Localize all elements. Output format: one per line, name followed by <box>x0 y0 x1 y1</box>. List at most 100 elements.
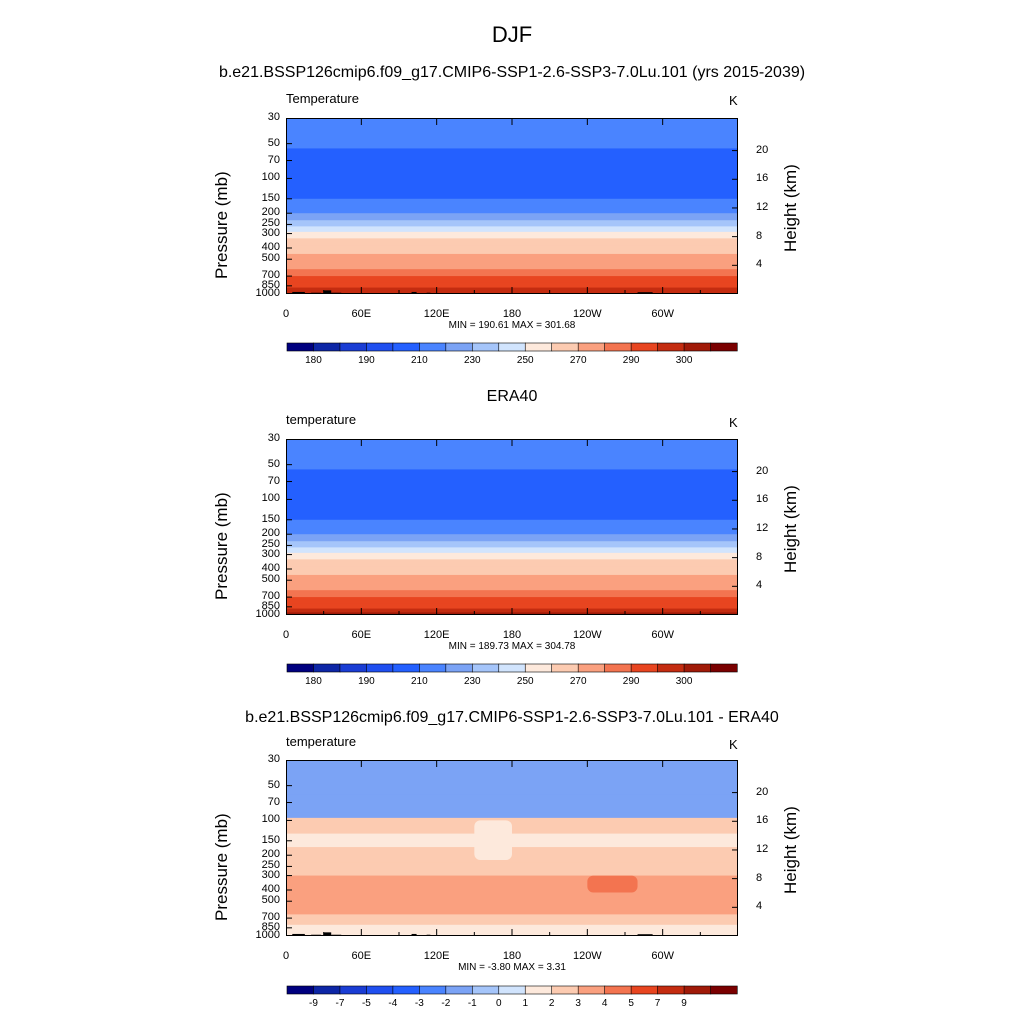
colorbar-swatch <box>419 663 447 673</box>
colorbar-label: 4 <box>601 998 608 1009</box>
panel1-colorbar <box>286 342 738 352</box>
colorbar-swatch <box>498 342 526 352</box>
pressure-tick-label: 400 <box>261 562 280 574</box>
figure-title: DJF <box>491 22 533 47</box>
pressure-tick-label: 30 <box>267 432 280 444</box>
minmax-text: MIN = 189.73 MAX = 304.78 <box>448 641 576 652</box>
panel1-band <box>286 118 738 133</box>
colorbar-swatch <box>313 985 341 995</box>
pressure-tick-label: 400 <box>261 883 280 895</box>
panel1-band <box>286 262 738 270</box>
panel2-band <box>286 527 738 535</box>
pressure-tick-label: 70 <box>267 153 280 166</box>
colorbar-label: 190 <box>358 355 375 366</box>
lon-tick-label: 180 <box>502 308 522 320</box>
pressure-tick-label: 50 <box>267 136 280 149</box>
colorbar-swatch <box>471 342 500 352</box>
panel2-band <box>286 559 738 567</box>
panel2-band <box>286 464 738 470</box>
colorbar-swatch <box>419 342 447 352</box>
colorbar-swatch <box>604 985 632 995</box>
panel2-band <box>286 566 738 576</box>
panel3-band <box>286 914 738 926</box>
colorbar-label: 270 <box>569 676 587 687</box>
lon-tick-label: 180 <box>502 629 522 641</box>
colorbar-swatch <box>392 985 420 995</box>
panel2-band <box>286 574 738 584</box>
panel2-band <box>286 541 738 548</box>
colorbar-swatch <box>286 663 315 673</box>
colorbar-swatch <box>657 985 685 995</box>
height-tick-label: 8 <box>756 229 763 242</box>
panel1-topography <box>411 291 417 294</box>
colorbar-swatch <box>604 342 632 352</box>
pressure-tick-label: 500 <box>261 894 280 907</box>
colorbar-swatch <box>445 985 473 995</box>
panel2-band <box>286 547 738 554</box>
pressure-tick-label: 700 <box>261 590 280 603</box>
panel2-band <box>286 512 738 521</box>
panel3-topography <box>323 932 332 936</box>
panel3-variable: temperature <box>286 734 357 749</box>
pressure-tick-label: 70 <box>267 474 280 487</box>
colorbar-swatch <box>524 342 553 352</box>
pressure-tick-label: 500 <box>261 573 280 586</box>
height-tick-label: 16 <box>756 493 769 506</box>
colorbar-swatch <box>471 985 500 995</box>
height-axis-title: Height (km) <box>781 806 800 894</box>
panel3-units: K <box>729 737 738 752</box>
panel1-band <box>286 143 738 149</box>
panel3-band <box>286 794 738 813</box>
height-tick-label: 20 <box>756 785 769 798</box>
colorbar-swatch <box>313 342 341 352</box>
pressure-tick-label: 300 <box>261 868 280 881</box>
panel1-band <box>286 132 738 145</box>
panel3-band <box>286 862 738 877</box>
colorbar-swatch <box>577 985 606 995</box>
panel1-band <box>286 238 738 246</box>
panel2-band <box>286 534 738 542</box>
colorbar-swatch <box>630 342 659 352</box>
panel1-units: K <box>729 93 738 108</box>
panel1-plot <box>286 118 738 294</box>
lon-tick-label: 60W <box>651 308 674 320</box>
colorbar-swatch <box>366 663 394 673</box>
panel2-band <box>286 469 738 514</box>
panel1-topography <box>323 290 332 294</box>
colorbar-swatch <box>392 663 420 673</box>
colorbar-swatch <box>630 985 659 995</box>
panel1-band <box>286 198 738 208</box>
panel1-variable: Temperature <box>286 91 359 106</box>
pressure-tick-label: 700 <box>261 269 280 282</box>
colorbar-swatch <box>366 985 394 995</box>
colorbar-label: 1 <box>522 998 529 1009</box>
panel2-units: K <box>729 415 738 430</box>
colorbar-swatch <box>577 342 606 352</box>
minmax-text: MIN = -3.80 MAX = 3.31 <box>458 962 566 973</box>
colorbar-swatch <box>683 663 712 673</box>
panel1-title: b.e21.BSSP126cmip6.f09_g17.CMIP6-SSP1-2.… <box>218 64 806 81</box>
colorbar-swatch <box>657 663 685 673</box>
colorbar-label: -9 <box>309 998 318 1009</box>
panel3-topography <box>411 933 417 936</box>
colorbar-label: 3 <box>575 998 581 1009</box>
panel2-band <box>286 603 738 610</box>
panel3-band <box>286 847 738 863</box>
colorbar-label: 9 <box>681 998 687 1009</box>
pressure-tick-label: 1000 <box>255 929 280 941</box>
panel1-band <box>286 245 738 255</box>
panel3-band <box>286 901 738 915</box>
pressure-tick-label: 150 <box>261 512 280 525</box>
colorbar-swatch <box>710 342 738 352</box>
panel3-colorbar <box>286 985 738 995</box>
height-tick-label: 16 <box>756 814 769 827</box>
pressure-tick-label: 850 <box>261 278 280 291</box>
lon-tick-label: 0 <box>282 308 290 320</box>
pressure-tick-label: 250 <box>261 217 280 230</box>
panel3-band <box>286 817 738 835</box>
pressure-tick-label: 850 <box>261 599 280 612</box>
colorbar-label: 210 <box>411 355 428 366</box>
panel3-band <box>286 875 738 902</box>
lon-tick-label: 60W <box>651 629 674 641</box>
colorbar-label: 300 <box>675 355 693 366</box>
